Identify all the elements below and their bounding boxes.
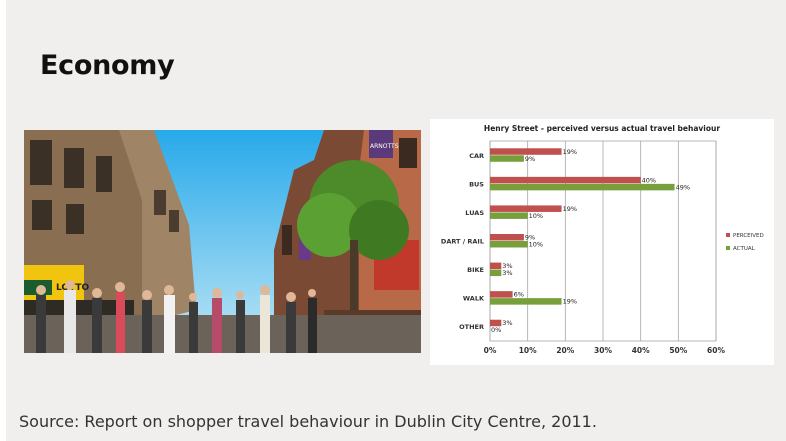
- street-photo: LOTTO ARNOTTS: [24, 130, 421, 353]
- data-label: 19%: [563, 298, 577, 306]
- bar-perceived-luas: [490, 205, 562, 212]
- legend-swatch-actual: [726, 246, 730, 250]
- data-label: 19%: [563, 205, 577, 213]
- category-label: CAR: [469, 152, 484, 160]
- bar-actual-bike: [490, 269, 502, 277]
- data-label: 3%: [502, 262, 512, 270]
- bar-perceived-walk: [490, 291, 513, 298]
- category-label: DART / RAIL: [441, 238, 484, 246]
- data-label: 6%: [514, 291, 524, 299]
- category-label: WALK: [463, 295, 485, 303]
- x-tick-label: 0%: [484, 346, 497, 355]
- bar-actual-walk: [490, 298, 562, 305]
- data-label: 10%: [529, 241, 543, 249]
- travel-behaviour-chart: Henry Street - perceived versus actual t…: [430, 119, 774, 365]
- slide: Economy LOTTO: [6, 0, 786, 441]
- chart-title: Henry Street - perceived versus actual t…: [484, 124, 720, 133]
- arnotts-sign-text: ARNOTTS: [370, 143, 399, 150]
- x-tick-label: 10%: [519, 346, 537, 355]
- data-label: 0%: [491, 326, 501, 334]
- bar-perceived-dart-rail: [490, 234, 524, 241]
- category-label: LUAS: [465, 209, 484, 217]
- bar-actual-car: [490, 155, 524, 162]
- bar-perceived-other: [490, 319, 502, 327]
- data-label: 3%: [502, 319, 512, 327]
- bar-perceived-bus: [490, 176, 641, 184]
- source-citation: Source: Report on shopper travel behavio…: [19, 412, 597, 431]
- bar-actual-dart-rail: [490, 241, 528, 248]
- bar-perceived-bike: [490, 262, 502, 270]
- data-label: 19%: [563, 148, 577, 156]
- bar-actual-bus: [490, 183, 675, 191]
- data-label: 3%: [502, 269, 512, 277]
- category-label: BUS: [469, 180, 484, 188]
- data-label: 40%: [642, 176, 656, 184]
- x-tick-label: 50%: [669, 346, 687, 355]
- travel-behaviour-chart-svg: Henry Street - perceived versus actual t…: [441, 124, 764, 355]
- x-tick-label: 40%: [632, 346, 650, 355]
- legend-label-actual: ACTUAL: [733, 246, 756, 252]
- slide-title: Economy: [40, 50, 175, 81]
- legend-swatch-perceived: [726, 233, 730, 237]
- x-tick-label: 20%: [556, 346, 574, 355]
- category-label: OTHER: [459, 323, 484, 331]
- x-tick-label: 60%: [707, 346, 725, 355]
- data-label: 9%: [525, 234, 535, 242]
- data-label: 10%: [529, 212, 543, 220]
- x-tick-label: 30%: [594, 346, 612, 355]
- category-label: BIKE: [467, 266, 484, 274]
- data-label: 9%: [525, 155, 535, 163]
- data-label: 49%: [676, 183, 690, 191]
- bar-perceived-car: [490, 148, 562, 155]
- bar-actual-luas: [490, 212, 528, 219]
- legend-label-perceived: PERCEIVED: [733, 233, 764, 239]
